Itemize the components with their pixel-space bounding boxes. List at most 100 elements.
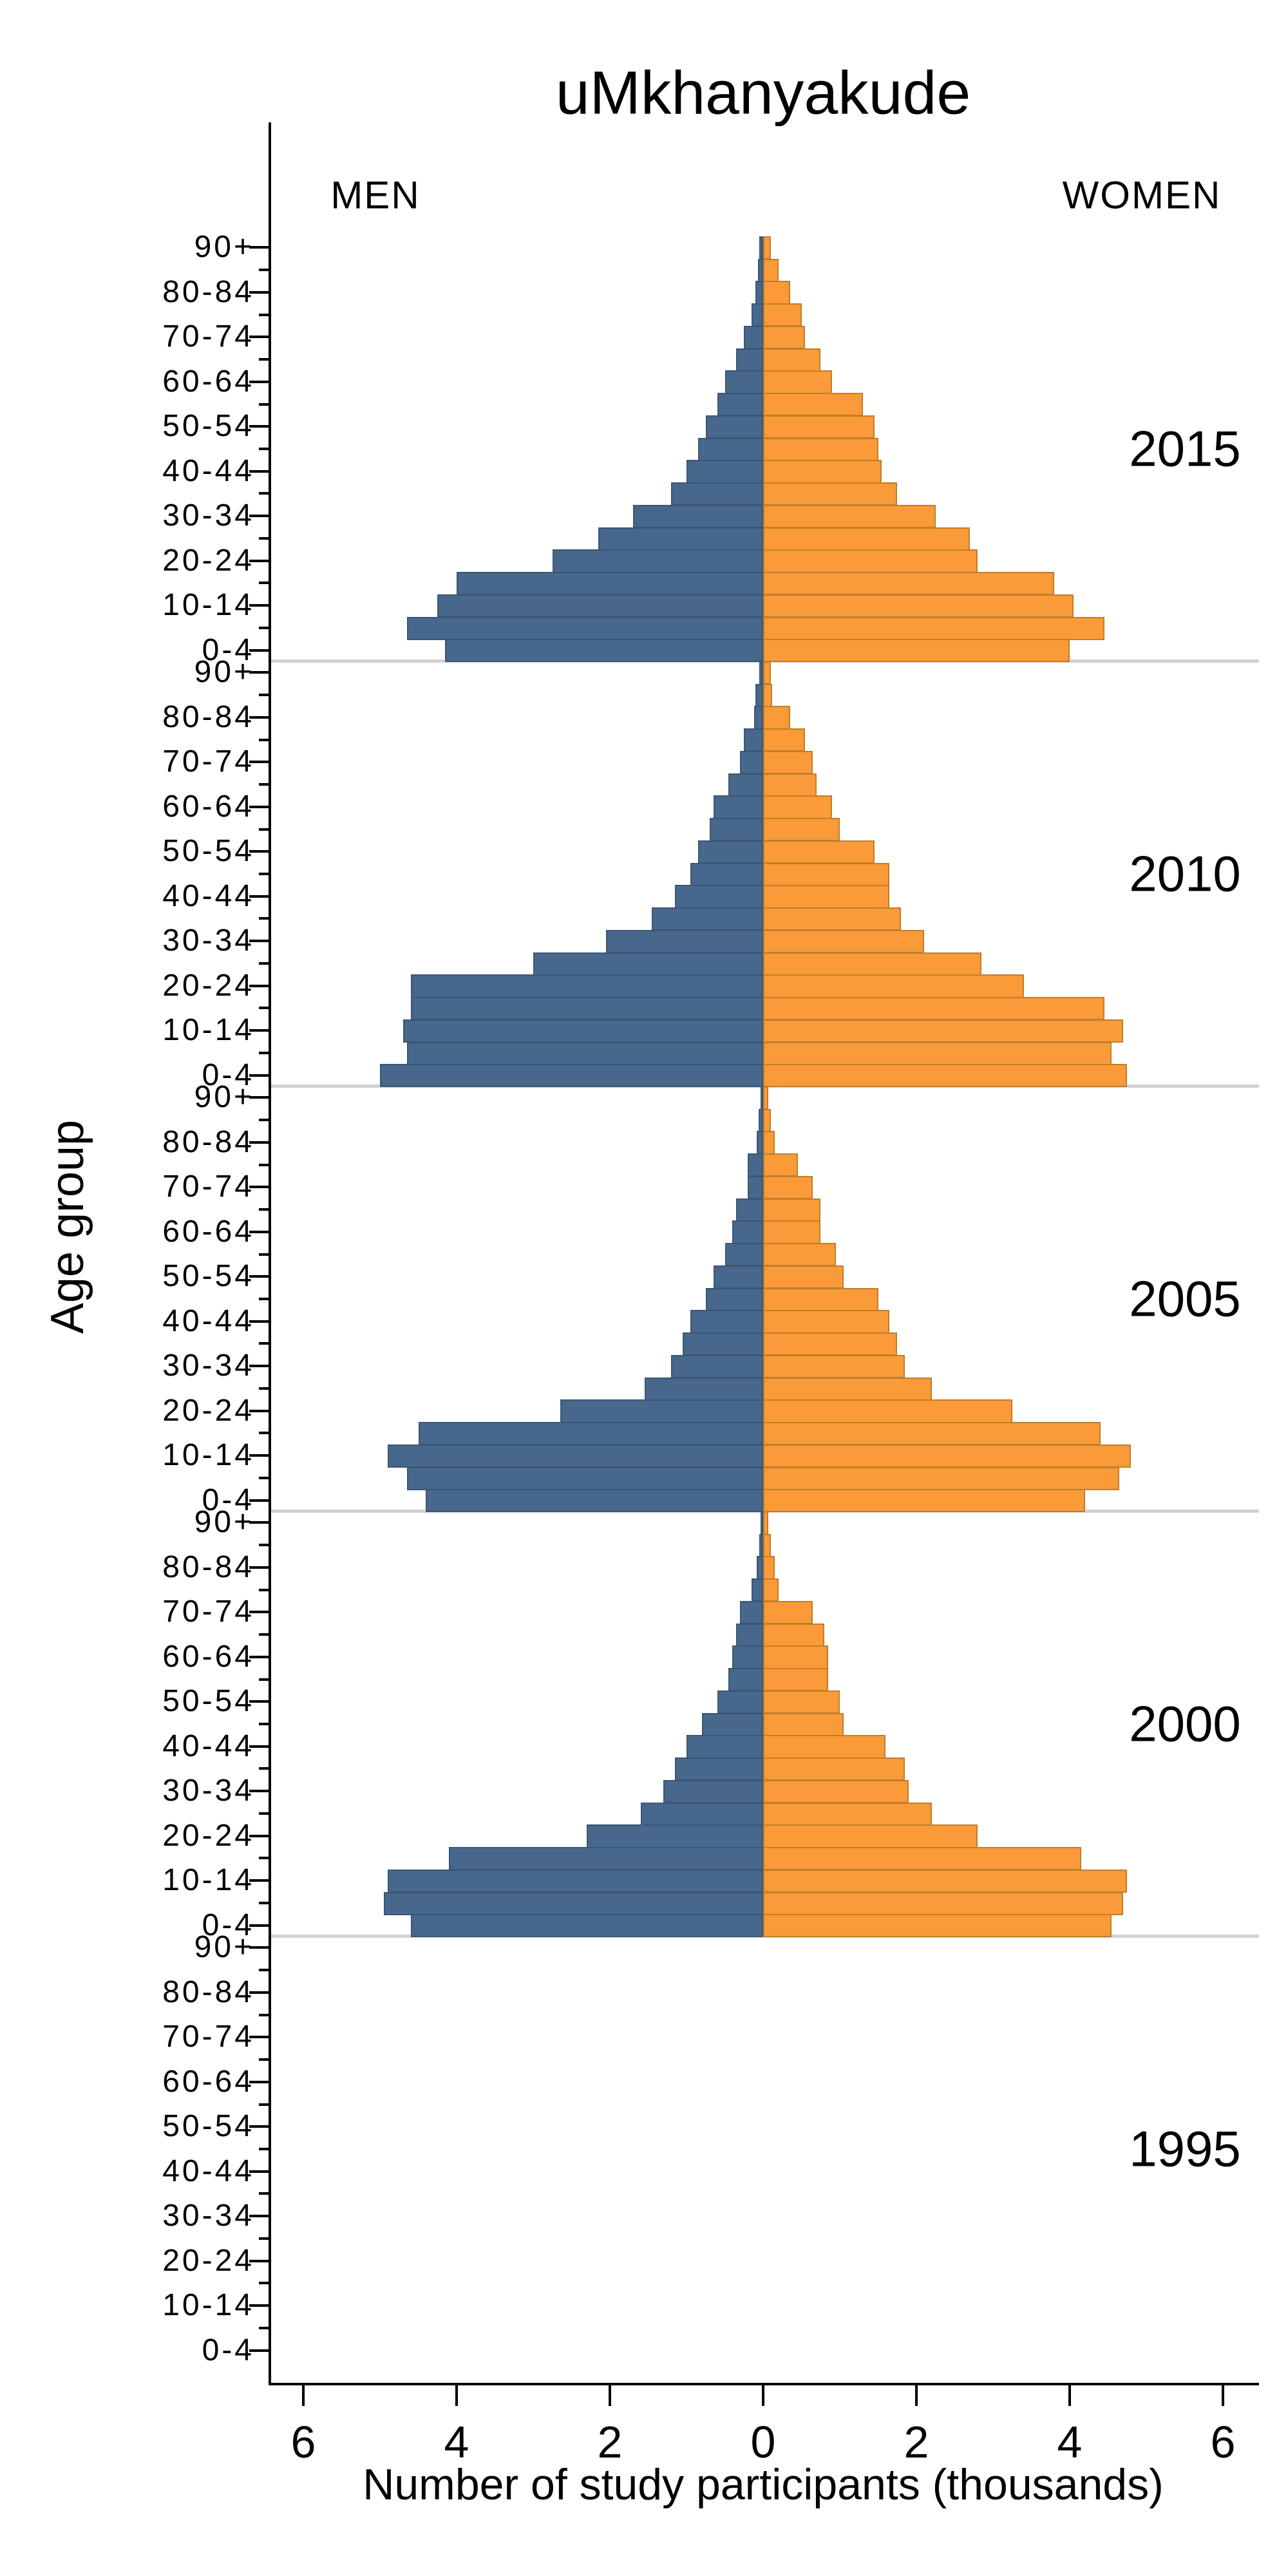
y-tick (249, 469, 269, 473)
bar-women (763, 348, 821, 372)
bar-women (763, 795, 833, 819)
bar-women (763, 1869, 1128, 1893)
age-group-label: 90+ (194, 1930, 254, 1965)
y-tick (259, 1588, 269, 1591)
bar-women (763, 728, 806, 752)
bar-men (383, 1891, 763, 1915)
age-group-label: 50-54 (162, 834, 254, 869)
bar-women (763, 1712, 844, 1736)
age-group-label: 10-14 (162, 1863, 254, 1898)
bar-men (748, 1153, 763, 1177)
bar-men (606, 929, 763, 954)
y-tick (249, 1029, 269, 1032)
y-tick (249, 1074, 269, 1077)
bar-women (763, 1891, 1124, 1915)
bar-men (671, 1354, 763, 1379)
y-tick (249, 1991, 269, 1994)
bar-men (406, 1466, 763, 1490)
bar-women (763, 1041, 1112, 1065)
y-tick (259, 1208, 269, 1211)
y-tick (249, 290, 269, 294)
year-label-2000: 2000 (1129, 1695, 1241, 1752)
bar-women (763, 1914, 1112, 1938)
y-tick (249, 1834, 269, 1837)
y-tick (249, 1790, 269, 1793)
y-tick (259, 694, 269, 697)
y-tick (259, 626, 269, 629)
y-tick (259, 2282, 269, 2285)
bar-women (763, 818, 840, 842)
x-tick (915, 2385, 918, 2406)
bar-men (724, 370, 763, 394)
bar-men (690, 1310, 763, 1334)
y-tick (259, 1812, 269, 1815)
age-group-label: 60-64 (162, 1214, 254, 1249)
bar-women (763, 1690, 840, 1714)
y-tick (259, 358, 269, 361)
bar-women (763, 370, 833, 394)
bar-men (402, 1019, 763, 1043)
bar-men (587, 1824, 763, 1848)
bar-women (763, 1489, 1085, 1513)
bar-women (763, 437, 878, 461)
bar-men (457, 572, 763, 596)
age-group-label: 10-14 (162, 588, 254, 623)
age-group-label: 90+ (194, 655, 254, 690)
bar-women (763, 549, 978, 573)
age-group-label: 70-74 (162, 744, 254, 779)
bar-men (683, 1332, 763, 1356)
y-tick (259, 269, 269, 272)
age-group-label: 20-24 (162, 1818, 254, 1853)
bar-women (763, 1310, 890, 1334)
bar-men (753, 706, 763, 730)
y-tick (259, 1119, 269, 1122)
y-tick (259, 402, 269, 406)
bar-women (763, 1153, 798, 1177)
bar-men (752, 303, 763, 327)
bar-women (763, 773, 817, 797)
y-tick (259, 313, 269, 316)
y-axis-line (269, 122, 271, 2385)
y-tick (249, 2170, 269, 2173)
x-axis-line (269, 2383, 1259, 2385)
y-tick (249, 1096, 269, 1099)
bar-women (763, 885, 890, 909)
bar-men (717, 393, 763, 417)
age-group-label: 60-64 (162, 2064, 254, 2099)
y-tick (259, 1163, 269, 1166)
bar-women (763, 997, 1104, 1021)
y-tick (259, 1678, 269, 1681)
x-tick (1068, 2385, 1071, 2406)
age-group-label: 60-64 (162, 1639, 254, 1674)
bar-men (675, 1757, 763, 1781)
y-tick (249, 1521, 269, 1524)
bar-women (763, 1399, 1012, 1423)
age-group-label: 10-14 (162, 1438, 254, 1473)
men-column-label: MEN (330, 173, 421, 217)
bar-men (697, 437, 763, 461)
x-tick-label: 4 (444, 2417, 469, 2467)
y-tick (249, 425, 269, 428)
y-tick (259, 1901, 269, 1904)
y-tick (249, 1745, 269, 1748)
bar-women (763, 974, 1024, 998)
age-group-label: 40-44 (162, 2154, 254, 2188)
bar-women (763, 1265, 844, 1289)
year-label-2015: 2015 (1129, 420, 1241, 477)
chart-title: uMkhanyakude (555, 59, 971, 128)
bar-men (387, 1444, 763, 1468)
x-tick-label: 0 (750, 2417, 776, 2467)
bar-women (763, 1511, 769, 1535)
y-tick (249, 649, 269, 652)
bar-women (763, 1847, 1081, 1871)
bar-men (728, 773, 763, 797)
age-group-label: 40-44 (162, 1303, 254, 1338)
bar-women (763, 1131, 775, 1155)
bar-women (763, 616, 1104, 640)
y-tick (249, 850, 269, 853)
y-tick (249, 559, 269, 562)
y-tick (249, 1879, 269, 1882)
age-group-label: 20-24 (162, 543, 254, 578)
bar-men (713, 1265, 763, 1289)
